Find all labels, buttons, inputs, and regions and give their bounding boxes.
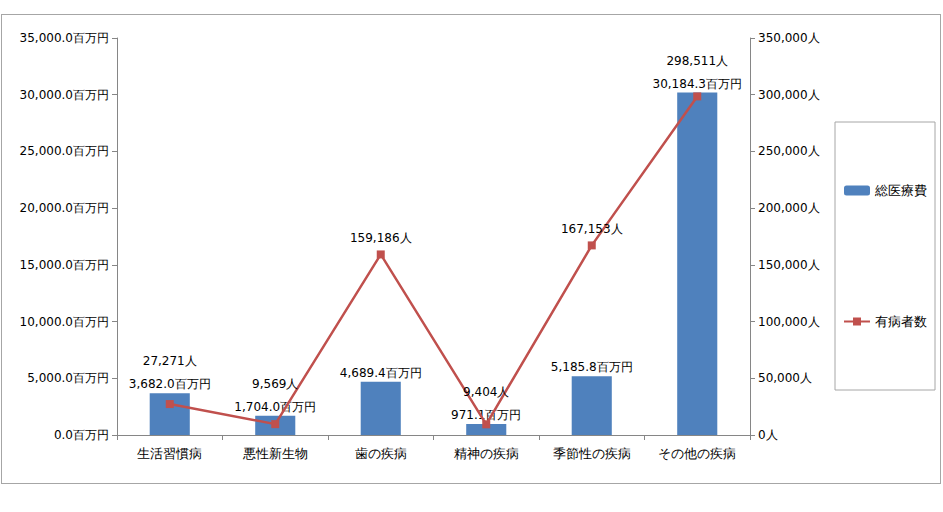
svg-text:10,000.0百万円: 10,000.0百万円 [20, 315, 109, 329]
svg-text:1,704.0百万円: 1,704.0百万円 [234, 400, 316, 414]
svg-text:971.1百万円: 971.1百万円 [451, 408, 521, 422]
svg-text:350,000人: 350,000人 [758, 31, 820, 45]
svg-text:250,000人: 250,000人 [758, 144, 820, 158]
svg-text:35,000.0百万円: 35,000.0百万円 [20, 31, 109, 45]
svg-text:15,000.0百万円: 15,000.0百万円 [20, 258, 109, 272]
svg-text:悪性新生物: 悪性新生物 [242, 446, 308, 461]
svg-text:27,271人: 27,271人 [143, 354, 197, 368]
svg-text:0人: 0人 [758, 428, 778, 442]
svg-text:生活習慣病: 生活習慣病 [137, 446, 202, 461]
svg-text:季節性の疾病: 季節性の疾病 [553, 446, 631, 461]
svg-text:50,000人: 50,000人 [758, 371, 812, 385]
svg-text:精神の疾病: 精神の疾病 [454, 446, 519, 461]
svg-text:5,000.0百万円: 5,000.0百万円 [27, 371, 109, 385]
svg-text:9,404人: 9,404人 [463, 385, 509, 399]
svg-text:その他の疾病: その他の疾病 [658, 446, 736, 461]
svg-text:100,000人: 100,000人 [758, 315, 820, 329]
svg-text:0.0百万円: 0.0百万円 [54, 428, 109, 442]
svg-text:159,186人: 159,186人 [350, 231, 412, 245]
svg-text:30,000.0百万円: 30,000.0百万円 [20, 88, 109, 102]
svg-text:200,000人: 200,000人 [758, 201, 820, 215]
svg-text:歯の疾病: 歯の疾病 [355, 446, 407, 461]
svg-text:150,000人: 150,000人 [758, 258, 820, 272]
svg-text:有病者数: 有病者数 [875, 314, 927, 329]
svg-text:300,000人: 300,000人 [758, 88, 820, 102]
svg-text:30,184.3百万円: 30,184.3百万円 [653, 77, 742, 91]
svg-text:9,569人: 9,569人 [252, 377, 298, 391]
svg-text:298,511人: 298,511人 [666, 54, 728, 68]
svg-text:25,000.0百万円: 25,000.0百万円 [20, 144, 109, 158]
svg-text:5,185.8百万円: 5,185.8百万円 [551, 360, 633, 374]
svg-text:167,153人: 167,153人 [561, 222, 623, 236]
svg-text:20,000.0百万円: 20,000.0百万円 [20, 201, 109, 215]
svg-text:3,682.0百万円: 3,682.0百万円 [129, 377, 211, 391]
svg-text:4,689.4百万円: 4,689.4百万円 [340, 366, 422, 380]
svg-text:総医療費: 総医療費 [874, 183, 927, 198]
